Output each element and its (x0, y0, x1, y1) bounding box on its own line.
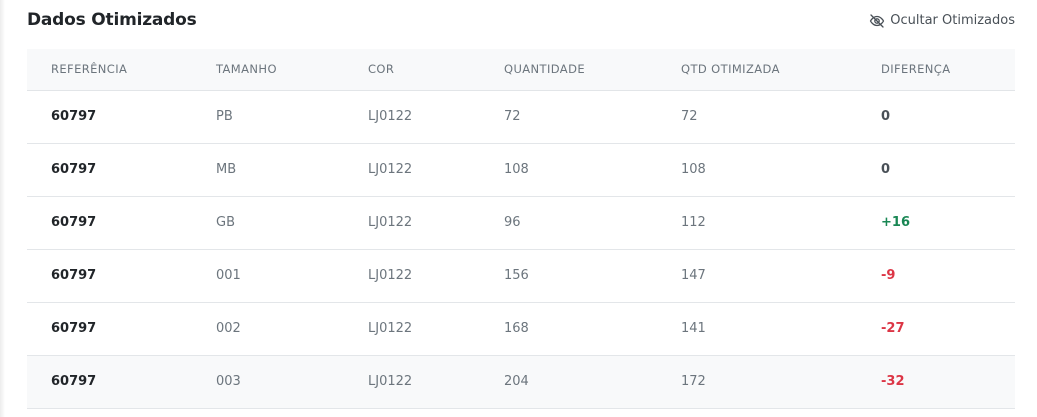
table-row[interactable]: 60797 003 LJ0122 204 172 -32 (27, 355, 1015, 408)
table-row[interactable]: 60797 MB LJ0122 108 108 0 (27, 143, 1015, 196)
optimized-data-table: REFERÊNCIA TAMANHO COR QUANTIDADE QTD OT… (27, 49, 1015, 409)
cell-quantidade: 96 (504, 215, 521, 230)
cell-cor: LJ0122 (368, 321, 413, 336)
table-row[interactable]: 60797 002 LJ0122 168 141 -27 (27, 302, 1015, 355)
cell-tamanho: 002 (216, 321, 241, 336)
cell-diferenca: -9 (881, 268, 896, 283)
card-header: Dados Otimizados Ocultar Otimizados (27, 0, 1015, 40)
hide-optimized-label: Ocultar Otimizados (890, 13, 1015, 28)
table-header: REFERÊNCIA TAMANHO COR QUANTIDADE QTD OT… (27, 49, 1015, 91)
column-header-referencia[interactable]: REFERÊNCIA (27, 49, 192, 91)
cell-tamanho: MB (216, 162, 237, 177)
cell-tamanho: PB (216, 109, 233, 124)
cell-qtd-otimizada: 172 (681, 374, 706, 389)
cell-diferenca: -32 (881, 374, 905, 389)
left-border (0, 0, 5, 417)
cell-diferenca: -27 (881, 321, 905, 336)
cell-qtd-otimizada: 141 (681, 321, 706, 336)
cell-quantidade: 168 (504, 321, 529, 336)
card-title: Dados Otimizados (27, 10, 197, 30)
cell-quantidade: 72 (504, 109, 521, 124)
cell-tamanho: 001 (216, 268, 241, 283)
cell-referencia: 60797 (51, 374, 97, 389)
table-row[interactable]: 60797 001 LJ0122 156 147 -9 (27, 249, 1015, 302)
column-header-qtd-otimizada[interactable]: QTD OTIMIZADA (657, 49, 857, 91)
cell-qtd-otimizada: 108 (681, 162, 706, 177)
cell-cor: LJ0122 (368, 109, 413, 124)
optimized-data-card: Dados Otimizados Ocultar Otimizados REFE… (5, 0, 1037, 417)
cell-qtd-otimizada: 112 (681, 215, 706, 230)
cell-qtd-otimizada: 147 (681, 268, 706, 283)
cell-qtd-otimizada: 72 (681, 109, 698, 124)
cell-referencia: 60797 (51, 268, 97, 283)
cell-referencia: 60797 (51, 321, 97, 336)
cell-cor: LJ0122 (368, 215, 413, 230)
cell-tamanho: 003 (216, 374, 241, 389)
cell-referencia: 60797 (51, 215, 97, 230)
table-body: 60797 PB LJ0122 72 72 0 60797 MB LJ0122 108 108 0 60… (27, 90, 1015, 408)
column-header-quantidade[interactable]: QUANTIDADE (480, 49, 657, 91)
cell-referencia: 60797 (51, 162, 97, 177)
cell-diferenca: +16 (881, 215, 910, 230)
cell-referencia: 60797 (51, 109, 97, 124)
cell-tamanho: GB (216, 215, 235, 230)
eye-slash-icon (869, 13, 885, 29)
cell-quantidade: 108 (504, 162, 529, 177)
cell-quantidade: 156 (504, 268, 529, 283)
column-header-diferenca[interactable]: DIFERENÇA (857, 49, 1015, 91)
cell-diferenca: 0 (881, 109, 891, 124)
cell-diferenca: 0 (881, 162, 891, 177)
cell-cor: LJ0122 (368, 268, 413, 283)
column-header-tamanho[interactable]: TAMANHO (192, 49, 344, 91)
table-row[interactable]: 60797 PB LJ0122 72 72 0 (27, 90, 1015, 143)
column-header-cor[interactable]: COR (344, 49, 480, 91)
cell-cor: LJ0122 (368, 162, 413, 177)
table-row[interactable]: 60797 GB LJ0122 96 112 +16 (27, 196, 1015, 249)
cell-cor: LJ0122 (368, 374, 413, 389)
table-header-row: REFERÊNCIA TAMANHO COR QUANTIDADE QTD OT… (27, 49, 1015, 91)
hide-optimized-button[interactable]: Ocultar Otimizados (869, 13, 1015, 29)
cell-quantidade: 204 (504, 374, 529, 389)
